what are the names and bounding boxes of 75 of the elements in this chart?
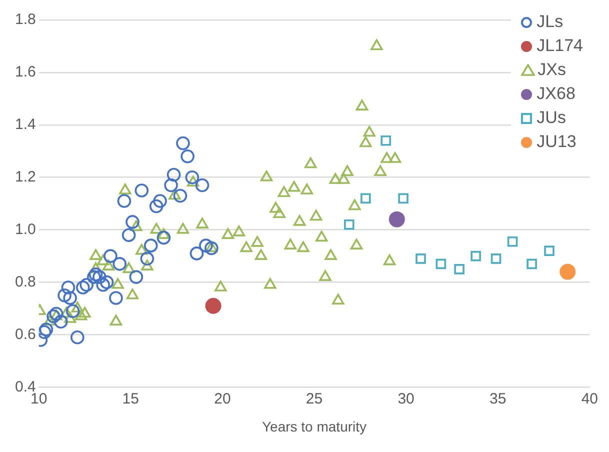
legend-label: JL174 <box>536 36 583 56</box>
x-tick-label: 25 <box>306 390 323 408</box>
point <box>46 309 60 324</box>
point <box>398 193 408 204</box>
point <box>166 168 181 182</box>
point <box>490 254 502 264</box>
x-tick-label: 10 <box>30 390 48 408</box>
point <box>173 188 188 203</box>
point <box>454 264 464 274</box>
x-tick-label: 15 <box>122 390 139 408</box>
point <box>96 278 110 292</box>
point <box>205 298 222 314</box>
point <box>153 194 167 208</box>
point <box>560 264 576 280</box>
point <box>58 288 72 302</box>
legend-label: JUs <box>536 108 566 128</box>
point <box>126 215 140 229</box>
point <box>190 246 204 260</box>
point <box>100 275 114 290</box>
point <box>344 219 354 230</box>
point <box>544 246 554 256</box>
point <box>380 136 392 146</box>
point <box>39 322 54 336</box>
point <box>199 238 213 252</box>
point <box>88 268 103 282</box>
point <box>80 278 94 292</box>
point <box>140 252 154 266</box>
point <box>204 241 218 256</box>
point <box>112 257 127 271</box>
point <box>129 270 144 284</box>
point <box>70 330 84 344</box>
x-tick-label: 40 <box>581 390 598 408</box>
point <box>109 291 123 305</box>
y-tick-label: 1.6 <box>14 64 36 81</box>
point <box>104 249 118 263</box>
x-axis-title: Years to maturity <box>262 418 367 434</box>
point <box>66 304 80 318</box>
point <box>134 184 149 198</box>
point <box>76 280 90 294</box>
y-tick-label: 0.6 <box>14 326 36 343</box>
point <box>144 238 158 252</box>
point <box>360 193 371 204</box>
point <box>388 211 405 228</box>
point <box>526 258 537 270</box>
point <box>54 314 68 329</box>
point <box>122 228 136 242</box>
y-tick-label: 0.8 <box>14 273 36 290</box>
y-tick-label: 1.2 <box>14 168 36 186</box>
point <box>156 230 171 245</box>
point <box>117 194 132 208</box>
point <box>470 250 481 262</box>
point <box>149 199 164 214</box>
point <box>61 280 76 294</box>
point <box>92 270 106 284</box>
point <box>63 291 77 305</box>
legend-label: JXs <box>538 60 566 80</box>
point <box>416 254 426 264</box>
point <box>195 178 210 192</box>
point <box>164 178 178 192</box>
point <box>436 258 446 270</box>
point <box>38 325 52 340</box>
point <box>507 236 518 247</box>
x-tick-label: 20 <box>214 390 231 408</box>
point <box>180 149 194 164</box>
x-tick-label: 35 <box>490 390 506 408</box>
legend-label: JLs <box>536 12 564 32</box>
point <box>87 270 101 284</box>
x-tick-label: 30 <box>398 390 414 408</box>
point <box>185 170 200 184</box>
legend-label: JX68 <box>536 84 576 104</box>
point <box>176 136 190 150</box>
y-tick-label: 1.4 <box>14 116 36 134</box>
y-tick-label: 1.8 <box>14 11 36 28</box>
legend-label: JU13 <box>536 132 576 152</box>
y-tick-label: 1.0 <box>14 220 36 238</box>
